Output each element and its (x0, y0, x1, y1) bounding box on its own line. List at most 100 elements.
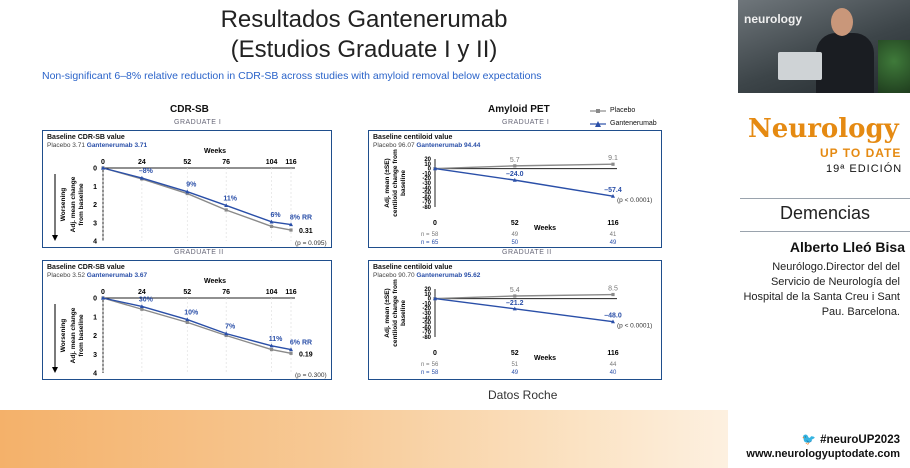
x-axis-title: Weeks (534, 355, 556, 362)
y-axis-title: Adj. mean (±SE) (384, 288, 391, 337)
data-point-gantenerumab (289, 222, 293, 227)
baseline-placebo: Placebo 3.71 (47, 142, 87, 149)
relative-reduction-label: 7% (225, 324, 236, 331)
baseline-values: Placebo 90.70 Gantenerumab 95.62 (373, 272, 480, 279)
graduate-2-badge-pet: GRADUATE II (498, 249, 556, 256)
brand-sub: UP TO DATE (820, 146, 902, 160)
speaker-name: Alberto Lleó Bisa (789, 239, 905, 255)
video-logo: neurology (744, 12, 803, 26)
n-value: 49 (511, 370, 518, 376)
y-tick-label: -20 (422, 176, 431, 182)
speaker-head (831, 8, 853, 36)
y-axis-title-2: from baseline (78, 314, 85, 357)
y-tick-label: 20 (424, 287, 431, 293)
data-point-gantenerumab (269, 219, 274, 224)
y-tick-label: -50 (422, 191, 431, 197)
n-value: 58 (432, 232, 439, 238)
y-tick-label: -30 (422, 311, 431, 317)
data-point-gantenerumab (433, 296, 437, 301)
n-value: 50 (511, 240, 518, 246)
data-point-gantenerumab (611, 319, 615, 324)
placebo-value-label: 8.5 (608, 286, 618, 293)
y-axis-title-worsening: Worsening (60, 319, 67, 352)
data-point-gantenerumab (101, 295, 105, 300)
laptop (778, 52, 822, 80)
p-value: (p = 0.300) (295, 372, 327, 379)
slide-title: Resultados Gantenerumab (220, 6, 508, 33)
y-tick-label: 3 (93, 220, 97, 227)
baseline-gantenerumab: Gantenerumab 95.62 (416, 272, 481, 279)
y-tick-label: 0 (428, 297, 432, 303)
x-tick-label: 0 (101, 289, 105, 296)
x-tick-label: 0 (101, 159, 105, 166)
relative-reduction-label: 6% RR (290, 340, 312, 347)
series-line-placebo (102, 167, 292, 231)
y-tick-label: -10 (422, 301, 431, 307)
y-tick-label: 4 (93, 371, 97, 378)
data-point-gantenerumab (185, 317, 190, 322)
data-point-gantenerumab (512, 306, 517, 311)
y-tick-label: -80 (422, 205, 431, 211)
y-tick-label: 10 (424, 162, 431, 168)
baseline-gantenerumab: Gantenerumab 94.44 (416, 142, 481, 149)
n-value: 49 (511, 232, 518, 238)
amyloid-pet-panel-graduate-2: Baseline centiloid value Placebo 90.70 Ga… (368, 260, 662, 380)
data-point-gantenerumab (139, 304, 144, 309)
baseline-title: Baseline centiloid value (373, 134, 453, 141)
relative-reduction-label: 10% (184, 310, 199, 317)
data-point-placebo (289, 228, 293, 232)
twitter-icon: 🐦 (801, 434, 817, 446)
x-axis-title: Weeks (204, 148, 226, 155)
x-tick-label: 52 (183, 289, 191, 296)
baseline-placebo: Placebo 96.07 (373, 142, 417, 149)
relative-reduction-label: –8% (139, 168, 154, 175)
baseline-gantenerumab: Gantenerumab 3.67 (86, 272, 148, 279)
hashtag: 🐦 #neuroUP2023 (728, 432, 900, 446)
divider-top (740, 198, 910, 199)
baseline-values: Placebo 3.52 Gantenerumab 3.67 (47, 272, 147, 279)
y-axis-title: baseline (400, 300, 407, 326)
y-tick-label: 20 (424, 157, 431, 163)
y-tick-label: 3 (93, 352, 97, 359)
x-tick-label: 24 (138, 289, 146, 296)
data-point-placebo (269, 224, 274, 228)
website-url: www.neurologyuptodate.com (746, 448, 900, 460)
data-point-gantenerumab (269, 343, 274, 348)
n-value: 44 (610, 362, 617, 368)
n-value: 65 (432, 240, 439, 246)
data-point-gantenerumab (101, 165, 105, 170)
series-line-gantenerumab (102, 297, 292, 351)
x-tick-label: 0 (433, 350, 437, 357)
arrow-head-icon (52, 367, 58, 373)
placebo-value-label: 5.4 (510, 287, 520, 294)
cdr-sb-panel-graduate-1: Baseline CDR-SB value Placebo 3.71 Ganten… (42, 130, 332, 248)
hashtag-text: #neuroUP2023 (820, 434, 900, 446)
y-axis-title: Adj. mean (±SE) (384, 158, 391, 207)
placebo-value-label: 9.1 (608, 155, 618, 162)
p-value: (p < 0.0001) (617, 197, 652, 204)
data-point-gantenerumab (185, 189, 190, 194)
series-line-placebo (102, 297, 292, 354)
series-line-gantenerumab (434, 297, 614, 323)
relative-reduction-label: 9% (186, 182, 197, 189)
y-tick-label: -30 (422, 181, 431, 187)
data-point-placebo (611, 162, 615, 166)
y-tick-label: 10 (424, 292, 431, 298)
y-tick-label: -40 (422, 316, 431, 322)
n-value: 56 (432, 362, 439, 368)
amyloid-pet-panel-graduate-1: Baseline centiloid value Placebo 96.07 Ga… (368, 130, 662, 248)
arrow-head-icon (52, 235, 58, 241)
relative-reduction-label: 30% (139, 296, 154, 303)
x-tick-label: 116 (607, 350, 618, 357)
y-axis-title: centiloid change from (392, 149, 399, 217)
x-tick-label: 76 (222, 289, 230, 296)
data-point-gantenerumab (289, 347, 293, 352)
n-value: 41 (610, 232, 617, 238)
data-point-placebo (224, 208, 228, 212)
y-tick-label: -60 (422, 325, 431, 331)
data-point-placebo (140, 307, 144, 311)
baseline-gantenerumab: Gantenerumab 3.71 (86, 142, 148, 149)
baseline-values: Placebo 96.07 Gantenerumab 94.44 (373, 142, 480, 149)
y-tick-label: 0 (428, 167, 432, 173)
